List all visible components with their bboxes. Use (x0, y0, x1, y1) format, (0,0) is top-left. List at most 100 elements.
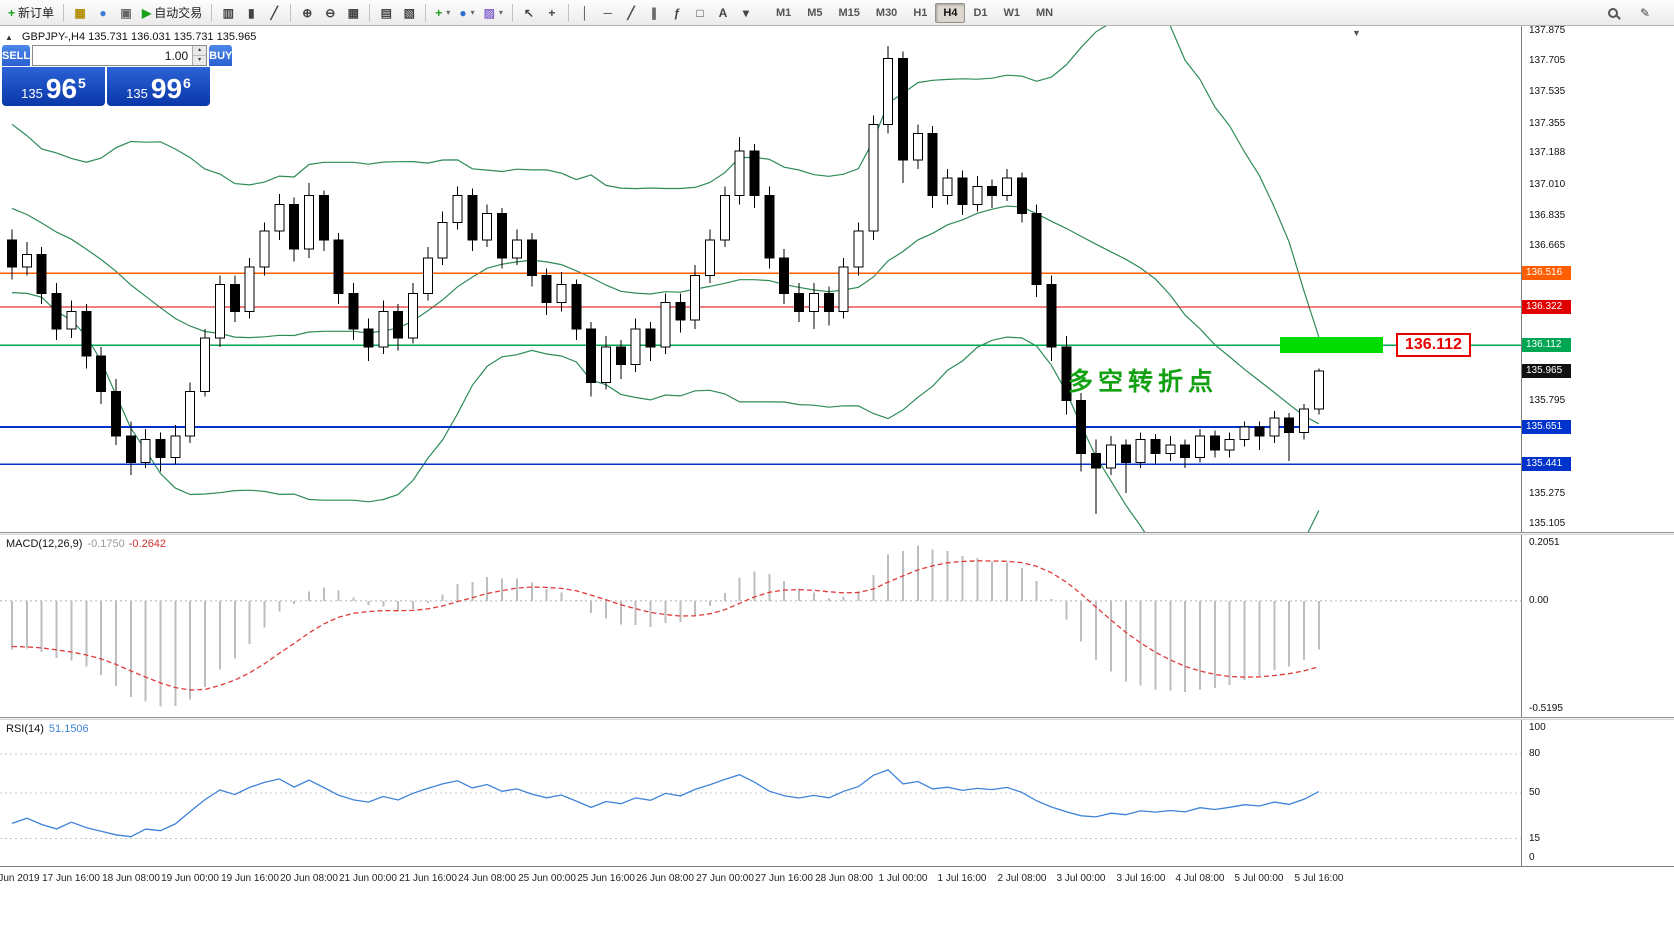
candlestick-chart[interactable] (0, 26, 1521, 532)
fibonacci-button[interactable]: ƒ (666, 2, 688, 24)
volume-up-button[interactable]: ▴ (193, 46, 207, 56)
cursor-button[interactable]: ↖ (518, 2, 540, 24)
zoom-out-button[interactable]: ⊖ (319, 2, 341, 24)
price-tick: 135.275 (1529, 488, 1566, 499)
sell-button[interactable]: SELL (2, 45, 31, 66)
supply-zone-rectangle[interactable] (1280, 337, 1383, 353)
buy-button[interactable]: BUY (209, 45, 233, 66)
timeframe-m15-button[interactable]: M15 (838, 6, 860, 19)
new-order-button[interactable]: + 新订单 (8, 5, 55, 20)
candlestick-chart-button[interactable]: ▮ (240, 2, 262, 24)
price-tick: 135.105 (1529, 518, 1566, 529)
volume-down-button[interactable]: ▾ (193, 56, 207, 65)
indicators-button[interactable]: + ▾ (431, 2, 454, 24)
search-button[interactable] (1602, 2, 1624, 24)
horizontal-line-icon: ─ (603, 5, 613, 20)
panel-splitter[interactable] (0, 717, 1674, 720)
line-chart-icon: ╱ (270, 5, 278, 20)
price-level-label[interactable]: 136.112 (1396, 333, 1471, 357)
profiles-button[interactable]: ● (92, 2, 114, 24)
indicator-scale-tick: 0 (1529, 852, 1535, 863)
time-label: 1 Jul 16:00 (937, 873, 987, 884)
arrow-tools-button[interactable]: ▾ (735, 2, 757, 24)
edit-button[interactable]: ✎ (1634, 2, 1656, 24)
zoom-out-icon: ⊖ (325, 5, 336, 20)
timeframe-h4-button[interactable]: H4 (935, 2, 966, 23)
trendline-button[interactable]: ╱ (620, 2, 642, 24)
panel-splitter[interactable] (0, 532, 1674, 535)
templates-button[interactable]: ▨ ▾ (480, 2, 507, 24)
vertical-line-button[interactable]: │ (574, 2, 596, 24)
toolbar-separator (567, 3, 569, 22)
timeframe-m5-button[interactable]: M5 (807, 6, 823, 19)
cursor-icon: ↖ (523, 5, 534, 20)
chart-shift-marker[interactable]: ▼ (1352, 28, 1361, 38)
data-window-icon: ▣ (120, 5, 132, 20)
timeframe-w1-button[interactable]: W1 (1003, 6, 1021, 19)
line-chart-button[interactable]: ╱ (263, 2, 285, 24)
one-click-toggle[interactable]: ▲ (5, 32, 13, 42)
equidistant-channel-button[interactable]: ∥ (643, 2, 665, 24)
auto-trading-button[interactable]: ▶ 自动交易 (142, 5, 203, 20)
price-tick: 136.665 (1529, 240, 1566, 251)
time-label: 5 Jul 00:00 (1234, 873, 1284, 884)
sell-price-button[interactable]: 135 96 5 (2, 67, 105, 106)
rsi-chart[interactable] (0, 720, 1521, 866)
toolbar-separator (211, 3, 213, 22)
timeframe-m1-button[interactable]: M1 (775, 6, 792, 19)
vertical-line-icon: │ (581, 5, 589, 20)
price-axis[interactable]: 137.875 137.705 137.535 137.355 137.188 137.0… (1521, 25, 1674, 866)
time-label: 26 Jun 08:00 (636, 873, 694, 884)
chart-header: ▲ GBPJPY-,H4 135.731 136.031 135.731 135… (5, 31, 256, 43)
timeframe-mn-button[interactable]: MN (1036, 6, 1054, 19)
buy-price-button[interactable]: 135 99 6 (107, 67, 210, 106)
crosshair-button[interactable]: + (541, 2, 563, 24)
time-label: 28 Jun 08:00 (815, 873, 873, 884)
time-label: 3 Jul 00:00 (1056, 873, 1106, 884)
data-window-button[interactable]: ▣ (115, 2, 137, 24)
timeframe-d1-button[interactable]: D1 (973, 6, 988, 19)
chart-window: ▲ GBPJPY-,H4 135.731 136.031 135.731 135… (0, 25, 1674, 949)
indicator-scale-tick: 50 (1529, 787, 1541, 798)
time-label: 19 Jun 00:00 (161, 873, 219, 884)
buy-price-big: 99 (150, 73, 183, 104)
macd-chart[interactable] (0, 535, 1521, 717)
text-button[interactable]: A (712, 2, 734, 24)
volume-input[interactable] (33, 46, 193, 65)
annotation-text[interactable]: 多空转折点 (1068, 368, 1219, 396)
cascade-windows-icon: ▧ (403, 5, 415, 20)
main-chart-panel[interactable]: ▲ GBPJPY-,H4 135.731 136.031 135.731 135… (0, 26, 1521, 532)
price-tick: 135.795 (1529, 395, 1566, 406)
time-label: 21 Jun 00:00 (339, 873, 397, 884)
periods-button[interactable]: ● ▾ (455, 2, 478, 24)
time-label: 4 Jul 08:00 (1175, 873, 1225, 884)
shapes-button[interactable]: □ (689, 2, 711, 24)
cascade-windows-button[interactable]: ▧ (398, 2, 420, 24)
time-label: 5 Jul 16:00 (1294, 873, 1344, 884)
price-tick: 137.188 (1529, 147, 1566, 158)
price-tick: 137.010 (1529, 179, 1566, 190)
timeframe-switcher: M1 M5 M15 M30 H1 H4 D1 W1 MN (768, 2, 1061, 23)
grid-button[interactable]: ▦ (342, 2, 364, 24)
toolbar-right: ✎ (1602, 2, 1670, 24)
zoom-in-button[interactable]: ⊕ (296, 2, 318, 24)
new-chart-button[interactable]: ▦ (69, 2, 91, 24)
toolbar-separator (63, 3, 65, 22)
tile-windows-button[interactable]: ▤ (375, 2, 397, 24)
timeframe-h1-button[interactable]: H1 (913, 6, 928, 19)
horizontal-line-button[interactable]: ─ (597, 2, 619, 24)
chevron-down-icon: ▾ (498, 8, 503, 17)
arrow-tools-icon: ▾ (742, 5, 749, 20)
bar-chart-button[interactable]: ▥ (217, 2, 239, 24)
price-tick: 137.535 (1529, 86, 1566, 97)
timeframe-m30-button[interactable]: M30 (875, 6, 898, 19)
equidistant-channel-icon: ∥ (650, 5, 657, 20)
rsi-panel[interactable]: RSI(14) 51.1506 (0, 720, 1521, 866)
indicators-icon: + (435, 5, 443, 20)
macd-panel[interactable]: MACD(12,26,9) -0.1750 -0.2642 (0, 535, 1521, 717)
symbol-title: GBPJPY-,H4 135.731 136.031 135.731 135.9… (21, 31, 257, 43)
price-tick: 137.705 (1529, 55, 1566, 66)
toolbar-separator (511, 3, 513, 22)
periods-icon: ● (459, 5, 467, 20)
